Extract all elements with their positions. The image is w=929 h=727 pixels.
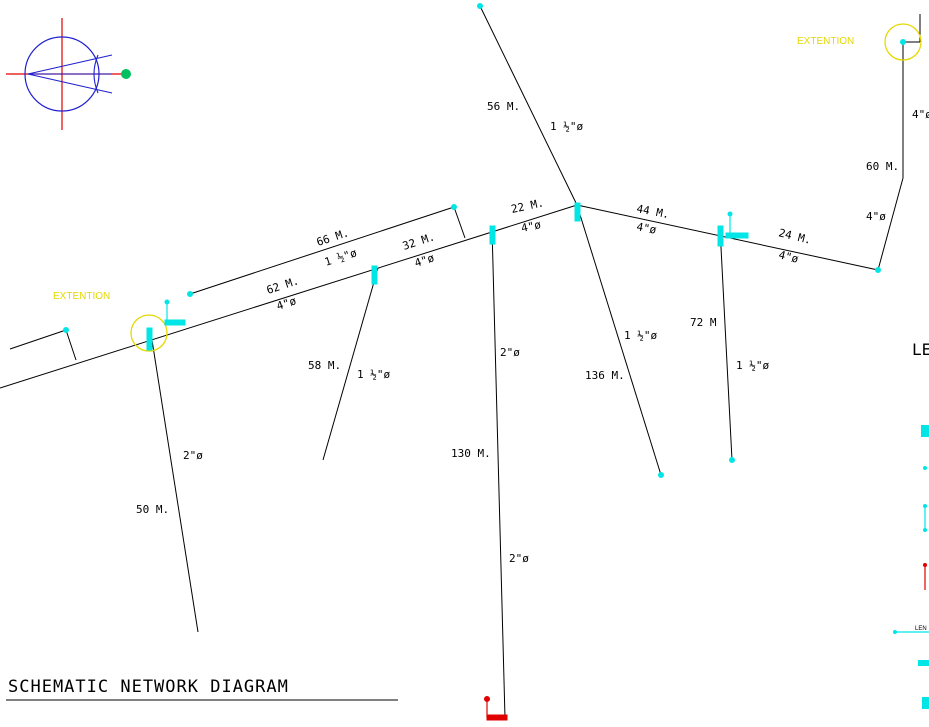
seg-56m: 56 M. [487,100,520,113]
dia-72m: 1 ½"ø [736,359,769,372]
dia-130m-a: 2"ø [500,346,520,359]
dia-56m: 1 ½"ø [550,120,583,133]
pipe-56m [479,5,578,206]
diagram-title: SCHEMATIC NETWORK DIAGRAM [8,677,289,697]
dia-60m: 4"ø [866,210,886,223]
pipe-60m [877,177,904,271]
pipe-66m [189,206,455,295]
dia-58m: 1 ½"ø [357,368,390,381]
segment-labels: 56 M. 1 ½"ø 60 M. 4"ø 4"ø 22 M. 4"ø 44 M… [136,100,929,565]
dia-24m: 4"ø [777,248,800,266]
seg-24m: 24 M. [777,226,812,247]
legend-fragments: LE LEN [893,340,929,709]
extention-circle-west [130,314,168,352]
dia-top-right: 4"ø [912,108,929,121]
pipe-main-4in [0,204,578,389]
dia-44m: 4"ø [635,220,657,237]
dia-50m: 2"ø [183,449,203,462]
seg-60m: 60 M. [866,160,899,173]
dia-66m: 1 ½"ø [323,246,359,269]
pipe-50m [151,339,199,633]
pipe-lines [0,5,921,719]
seg-32m: 32 M. [401,230,437,253]
seg-44m: 44 M. [635,202,670,221]
extention-label-west: EXTENTION [53,291,110,302]
valve-icon [484,696,508,721]
pipe-72m [719,227,733,461]
pipe-136m [576,204,662,476]
seg-66m: 66 M. [315,226,351,249]
seg-58m: 58 M. [308,359,341,372]
dia-32m: 4"ø [413,251,436,270]
legend-len-label: LEN [915,626,927,632]
seg-50m: 50 M. [136,503,169,516]
legend-heading: LE [912,340,929,359]
seg-72m: 72 M [690,316,717,329]
node-markers [63,3,906,478]
dia-130m-b: 2"ø [509,552,529,565]
pipe-130m [491,227,506,719]
dia-22m: 4"ø [520,218,543,235]
seg-136m: 136 M. [585,369,625,382]
dia-62m: 4"ø [275,294,298,313]
seg-22m: 22 M. [510,196,545,216]
pipe-west-offset [9,329,67,350]
extention-label-east: EXTENTION [797,36,854,47]
seg-130m: 130 M. [451,447,491,460]
seg-62m: 62 M. [265,274,301,297]
north-arrow-icon [6,18,131,130]
pipe-58m [322,267,379,461]
dia-136m: 1 ½"ø [624,329,657,342]
extention-circle-east [884,23,922,61]
